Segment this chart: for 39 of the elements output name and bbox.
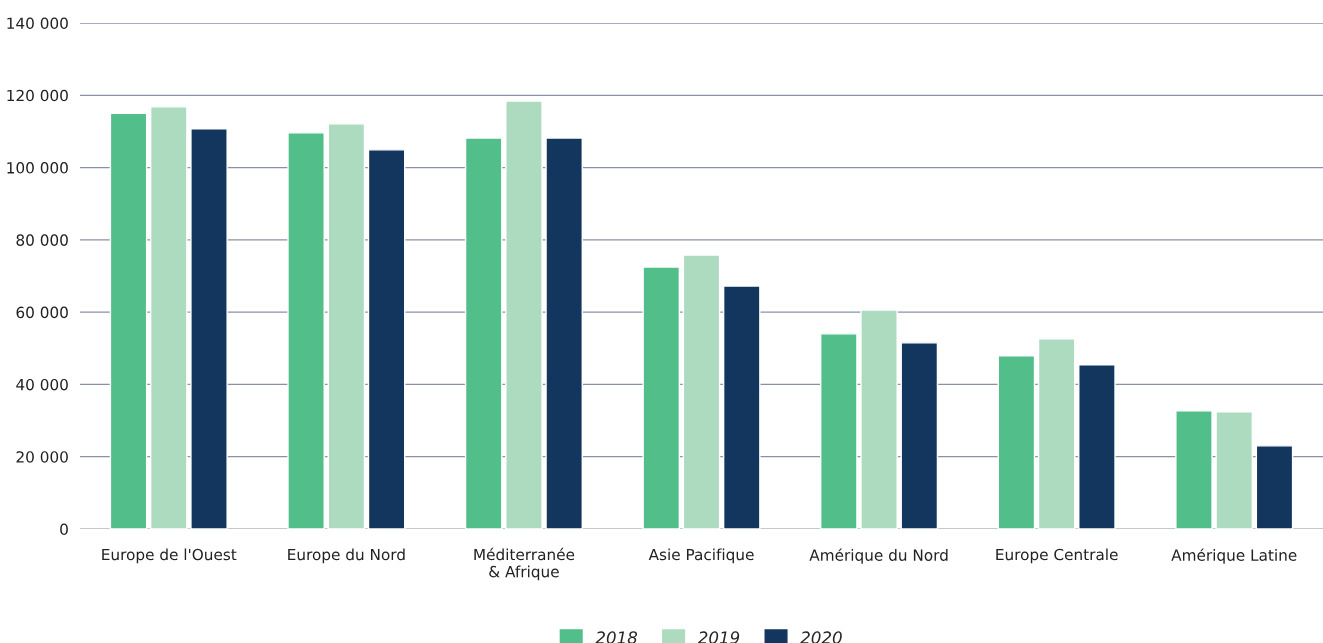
y-tick-label: 60 000 bbox=[16, 306, 68, 319]
bar bbox=[367, 149, 406, 529]
legend-label: 2020 bbox=[800, 631, 842, 643]
bar bbox=[722, 285, 761, 529]
x-tick-label: Europe Centrale bbox=[996, 548, 1118, 564]
y-tick-label: 100 000 bbox=[7, 162, 68, 174]
bar bbox=[149, 106, 188, 529]
bar bbox=[287, 132, 325, 529]
bar bbox=[642, 266, 681, 529]
bar bbox=[820, 333, 858, 529]
bar bbox=[190, 128, 228, 529]
x-tick-label: Asie Pacifique bbox=[648, 548, 754, 564]
x-tick-label: Europe du Nord bbox=[288, 548, 405, 564]
bar bbox=[1255, 445, 1294, 529]
bar bbox=[109, 112, 148, 529]
y-tick-label: 120 000 bbox=[7, 89, 68, 102]
legend-label: 2019 bbox=[697, 631, 740, 643]
legend-label: 2018 bbox=[595, 631, 638, 643]
y-tick-label: 20 000 bbox=[16, 451, 68, 463]
y-tick-label: 40 000 bbox=[16, 378, 68, 391]
bar bbox=[327, 123, 366, 529]
bar bbox=[900, 342, 939, 529]
bar bbox=[1078, 364, 1116, 529]
bar bbox=[1215, 411, 1254, 529]
x-tick-label: Méditerranée & Afrique bbox=[474, 547, 575, 581]
y-tick-label: 80 000 bbox=[16, 234, 68, 246]
bar bbox=[545, 137, 583, 529]
y-tick-label: 140 000 bbox=[7, 17, 68, 30]
bar bbox=[860, 309, 898, 529]
x-tick-label: Europe de l'Ouest bbox=[102, 548, 237, 564]
bar bbox=[464, 137, 503, 529]
y-tick-label: 0 bbox=[60, 523, 68, 536]
x-tick-label: Amérique Latine bbox=[1171, 548, 1297, 564]
bar bbox=[1175, 410, 1213, 529]
bar bbox=[682, 254, 721, 529]
bar bbox=[505, 100, 543, 529]
bar bbox=[997, 355, 1036, 529]
x-tick-label: Amérique du Nord bbox=[809, 548, 948, 564]
bar bbox=[1037, 338, 1076, 529]
